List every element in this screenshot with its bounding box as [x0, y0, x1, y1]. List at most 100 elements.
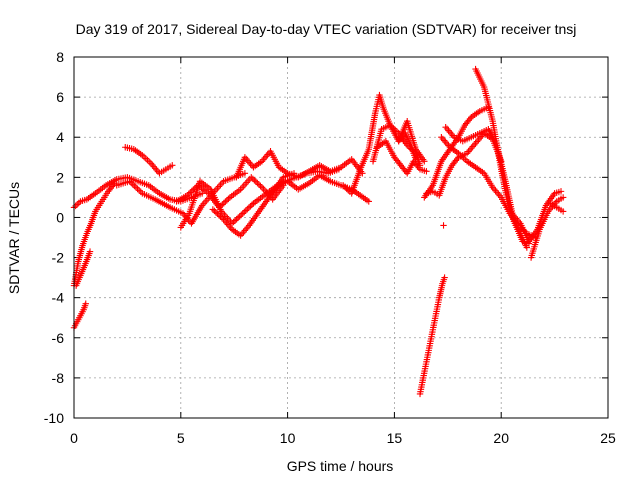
data-point	[495, 190, 502, 198]
series-arc-24	[416, 274, 448, 398]
series-arc-23	[547, 200, 567, 215]
data-point	[72, 202, 79, 210]
data-point	[238, 230, 246, 238]
data-point	[185, 190, 192, 198]
data-point	[211, 207, 218, 215]
data-point	[82, 300, 89, 307]
x-tick-label: 5	[177, 430, 185, 446]
data-point	[217, 213, 224, 220]
y-tick-label: -10	[44, 410, 64, 426]
data-point	[557, 188, 565, 195]
data-point	[440, 222, 447, 229]
data-point	[523, 244, 531, 251]
data-point	[412, 156, 419, 163]
y-tick-label: 6	[56, 89, 64, 105]
x-tick-label: 20	[493, 430, 509, 446]
data-point	[475, 136, 482, 144]
x-tick-labels: 0 5 10 15 20 25	[70, 430, 616, 446]
gridlines	[74, 57, 608, 418]
data-point	[220, 199, 228, 207]
data-point	[472, 140, 479, 147]
data-point	[151, 165, 159, 172]
data-point	[261, 154, 269, 162]
data-point	[260, 156, 267, 163]
data-point	[135, 187, 143, 194]
data-point	[443, 125, 451, 133]
series-arc-6	[113, 170, 249, 227]
data-point	[469, 143, 476, 150]
data-point	[218, 214, 226, 222]
data-point	[169, 162, 176, 169]
data-point	[442, 123, 449, 131]
data-point	[442, 139, 449, 146]
data-point	[149, 161, 156, 169]
data-point	[448, 130, 455, 138]
y-tick-label: 8	[56, 49, 64, 65]
series-arc-25	[440, 222, 447, 229]
data-point	[473, 138, 481, 145]
data-point	[209, 206, 217, 213]
data-point	[219, 201, 226, 208]
data-point	[365, 198, 372, 205]
data-point	[234, 214, 242, 221]
series-arc-11	[267, 172, 372, 205]
series-arc-20	[472, 65, 531, 251]
data-point	[231, 217, 239, 224]
data-point	[225, 195, 232, 203]
data-point	[223, 197, 231, 204]
x-tick-label: 15	[387, 430, 403, 446]
data-point	[74, 201, 81, 208]
data-point	[241, 227, 249, 234]
data-point	[470, 141, 478, 149]
data-point	[222, 198, 229, 205]
data-point	[239, 210, 246, 217]
data-point	[238, 211, 245, 219]
data-point	[446, 129, 454, 136]
data-point	[559, 208, 567, 215]
data-point	[241, 170, 249, 177]
data-point	[247, 203, 254, 210]
data-point	[493, 189, 501, 196]
x-tick-label: 25	[600, 430, 616, 446]
y-tick-labels: -10 -8 -6 -4 -2 0 2 4 6 8	[44, 49, 64, 426]
data-point	[86, 248, 94, 255]
data-point	[441, 274, 448, 281]
y-axis-label: SDTVAR / TECUs	[6, 182, 22, 294]
data-point	[241, 208, 248, 216]
data-point	[252, 178, 260, 185]
y-tick-label: -8	[52, 370, 65, 386]
data-point	[438, 134, 445, 141]
series-arc-22	[527, 194, 567, 261]
data-point	[214, 210, 221, 217]
x-tick-label: 0	[70, 430, 78, 446]
data-point	[233, 215, 240, 223]
series-arc-10	[233, 148, 366, 181]
series-arc-18	[438, 134, 539, 241]
series-arc-5	[122, 144, 176, 177]
data-point	[188, 187, 195, 195]
data-point	[439, 135, 447, 143]
y-tick-label: 2	[56, 169, 64, 185]
data-point	[423, 168, 430, 175]
data-point	[243, 225, 250, 233]
x-tick-label: 10	[280, 430, 296, 446]
series-arc-15	[395, 130, 419, 163]
data-point	[264, 151, 271, 158]
data-points	[70, 65, 567, 398]
data-point	[559, 194, 567, 201]
data-point	[248, 201, 256, 209]
data-point	[187, 189, 194, 196]
data-point	[132, 184, 140, 191]
series-arc-14	[374, 138, 430, 177]
data-point	[244, 205, 251, 213]
data-point	[466, 146, 474, 154]
y-tick-label: -2	[52, 250, 65, 266]
data-point	[421, 158, 428, 165]
data-point	[249, 175, 257, 182]
chart-title: Day 319 of 2017, Sidereal Day-to-day VTE…	[76, 21, 577, 37]
data-point	[242, 207, 249, 214]
data-point	[227, 224, 234, 232]
data-point	[215, 211, 223, 219]
data-point	[150, 163, 157, 170]
